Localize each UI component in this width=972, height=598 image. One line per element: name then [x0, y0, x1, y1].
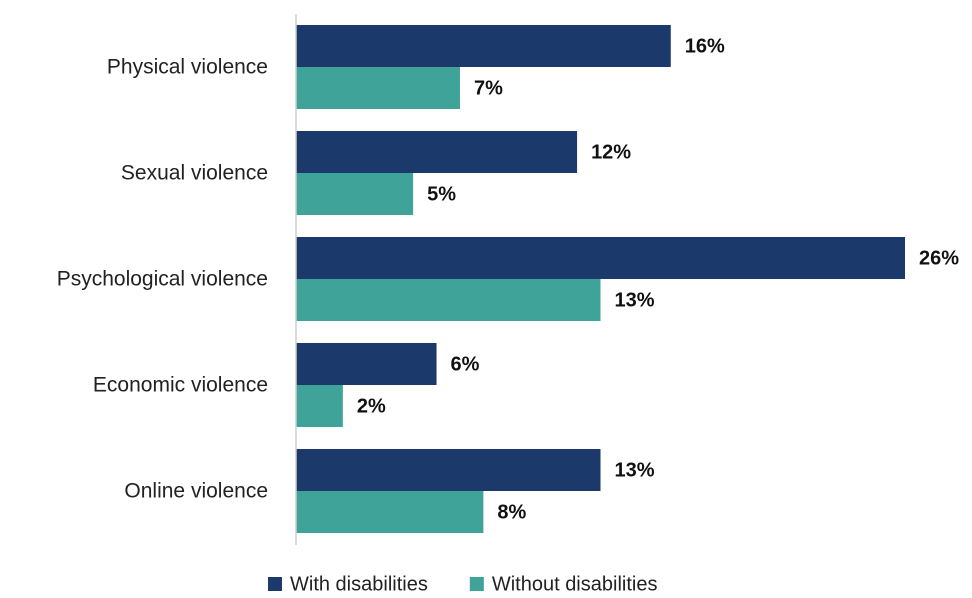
- bar-physical-violence-with-disabilities: [296, 25, 671, 67]
- bar-economic-violence-with-disabilities: [296, 343, 437, 385]
- category-label-online-violence: Online violence: [124, 480, 268, 503]
- category-label-sexual-violence: Sexual violence: [121, 162, 268, 185]
- value-label-physical-violence-with-disabilities: 16%: [685, 35, 725, 57]
- bar-online-violence-with-disabilities: [296, 449, 601, 491]
- legend-label-with-disabilities: With disabilities: [290, 573, 428, 595]
- value-label-psychological-violence-with-disabilities: 26%: [919, 247, 959, 269]
- bar-economic-violence-without-disabilities: [296, 385, 343, 427]
- bar-physical-violence-without-disabilities: [296, 67, 460, 109]
- category-label-physical-violence: Physical violence: [107, 56, 268, 79]
- legend-swatch-without-disabilities: [469, 577, 484, 591]
- value-label-online-violence-with-disabilities: 13%: [615, 459, 655, 481]
- labels-layer: Physical violence 16% 7% Sexual violence 12%…: [57, 35, 960, 523]
- bars-layer: [296, 25, 905, 533]
- bar-sexual-violence-without-disabilities: [296, 173, 414, 215]
- bar-online-violence-without-disabilities: [296, 491, 484, 533]
- value-label-sexual-violence-with-disabilities: 12%: [591, 141, 631, 163]
- value-label-physical-violence-without-disabilities: 7%: [474, 77, 503, 99]
- bar-psychological-violence-with-disabilities: [296, 237, 905, 279]
- value-label-online-violence-without-disabilities: 8%: [497, 501, 526, 523]
- value-label-economic-violence-with-disabilities: 6%: [451, 353, 480, 375]
- value-label-psychological-violence-without-disabilities: 13%: [615, 289, 655, 311]
- value-label-sexual-violence-without-disabilities: 5%: [427, 183, 456, 205]
- category-label-psychological-violence: Psychological violence: [57, 268, 268, 291]
- value-label-economic-violence-without-disabilities: 2%: [357, 395, 386, 417]
- legend: With disabilities Without disabilities: [268, 573, 657, 595]
- bar-psychological-violence-without-disabilities: [296, 279, 601, 321]
- legend-label-without-disabilities: Without disabilities: [492, 573, 658, 595]
- legend-swatch-with-disabilities: [268, 577, 282, 591]
- category-label-economic-violence: Economic violence: [93, 374, 268, 397]
- bar-sexual-violence-with-disabilities: [296, 131, 578, 173]
